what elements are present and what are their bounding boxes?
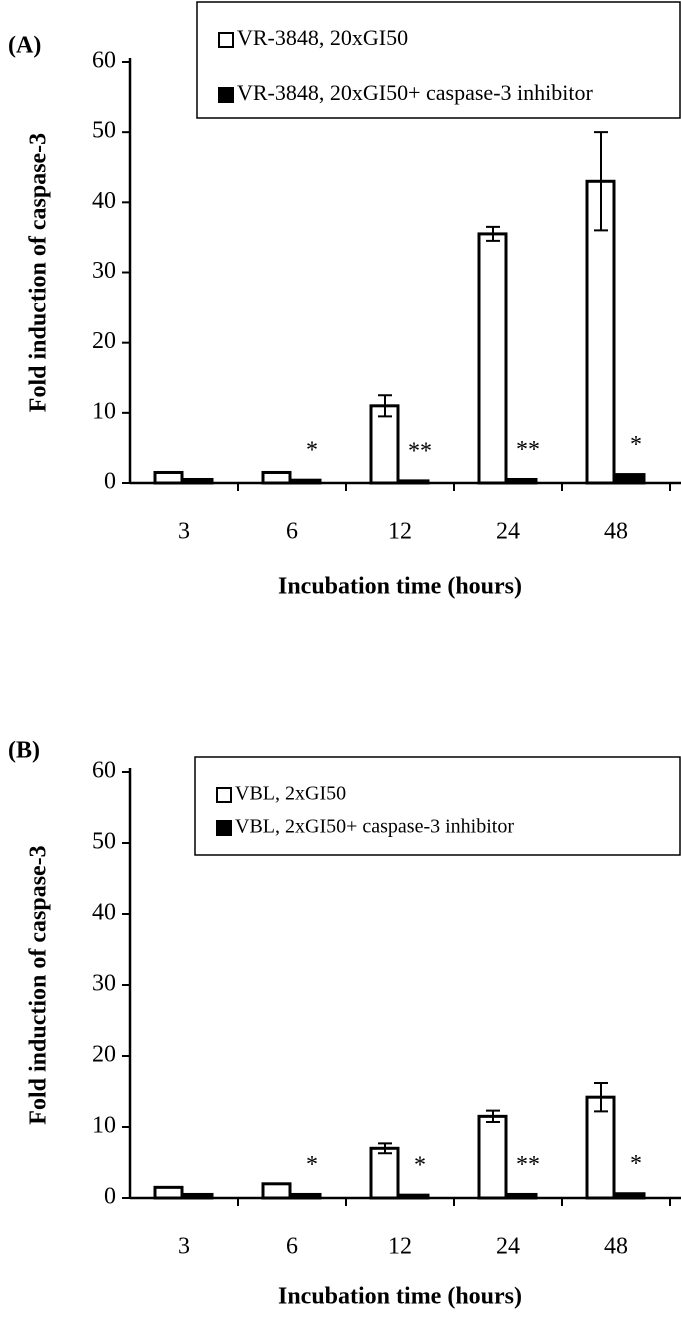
bar — [615, 1192, 646, 1200]
panel-label: (B) — [8, 738, 40, 764]
bar — [369, 404, 400, 485]
legend-swatch — [216, 820, 232, 836]
y-tick-label: 10 — [92, 398, 116, 424]
significance: * — [306, 1152, 318, 1178]
bar — [507, 1192, 538, 1200]
x-tick-label: 12 — [388, 1234, 412, 1260]
legend-box — [196, 1, 681, 119]
y-tick-label: 30 — [92, 971, 116, 997]
legend-swatch — [218, 32, 234, 48]
y-tick-label: 50 — [92, 829, 116, 855]
y-tick-label: 0 — [104, 1184, 116, 1210]
legend-box — [194, 756, 681, 856]
x-axis-title: Incubation time (hours) — [278, 1284, 522, 1310]
bar — [291, 1192, 322, 1200]
x-tick-label: 6 — [286, 519, 298, 545]
bar — [153, 1185, 184, 1200]
error-bar — [486, 1109, 500, 1124]
x-tick-label: 24 — [496, 1234, 520, 1260]
bar — [291, 478, 322, 485]
significance: ** — [516, 437, 540, 463]
y-tick-label: 40 — [92, 188, 116, 214]
error-bar — [378, 394, 392, 418]
x-tick-label: 6 — [286, 1234, 298, 1260]
bar — [399, 1193, 430, 1200]
bar — [261, 1182, 292, 1200]
x-axis-title: Incubation time (hours) — [278, 574, 522, 600]
legend-label: VBL, 2xGI50+ caspase-3 inhibitor — [235, 816, 514, 838]
significance: ** — [516, 1152, 540, 1178]
y-axis-title: Fold induction of caspase-3 — [26, 845, 52, 1124]
bar — [153, 470, 184, 485]
significance: * — [414, 1153, 426, 1179]
legend-swatch — [218, 87, 234, 103]
y-tick-label: 60 — [92, 48, 116, 74]
significance: * — [630, 432, 642, 458]
y-tick-label: 40 — [92, 900, 116, 926]
significance: ** — [408, 438, 432, 464]
legend-swatch — [216, 787, 232, 803]
panel-label: (A) — [8, 33, 41, 59]
y-tick-label: 60 — [92, 758, 116, 784]
legend-label: VBL, 2xGI50 — [235, 783, 346, 805]
y-tick-label: 20 — [92, 1042, 116, 1068]
y-axis-title: Fold induction of caspase-3 — [26, 133, 52, 412]
bar — [261, 470, 292, 485]
bar — [507, 477, 538, 485]
x-tick-label: 24 — [496, 519, 520, 545]
bar — [369, 1146, 400, 1200]
y-tick-label: 50 — [92, 118, 116, 144]
significance: * — [306, 438, 318, 464]
error-bar — [594, 1081, 608, 1113]
x-tick-label: 3 — [178, 519, 190, 545]
error-bar — [486, 225, 500, 242]
y-tick-label: 10 — [92, 1113, 116, 1139]
bar — [615, 473, 646, 485]
error-bar — [594, 131, 608, 232]
legend-label: VR-3848, 20xGI50+ caspase-3 inhibitor — [237, 80, 593, 105]
y-tick-label: 30 — [92, 258, 116, 284]
y-tick-label: 0 — [104, 469, 116, 495]
bar — [585, 179, 616, 485]
x-tick-label: 48 — [604, 519, 628, 545]
bar — [399, 479, 430, 485]
y-tick-label: 20 — [92, 328, 116, 354]
legend-label: VR-3848, 20xGI50 — [237, 25, 408, 50]
bar — [183, 477, 214, 485]
bar — [183, 1192, 214, 1200]
significance: * — [630, 1151, 642, 1177]
bar — [477, 1114, 508, 1200]
x-tick-label: 48 — [604, 1234, 628, 1260]
bar — [477, 232, 508, 485]
x-tick-label: 12 — [388, 519, 412, 545]
x-tick-label: 3 — [178, 1234, 190, 1260]
error-bar — [378, 1142, 392, 1155]
